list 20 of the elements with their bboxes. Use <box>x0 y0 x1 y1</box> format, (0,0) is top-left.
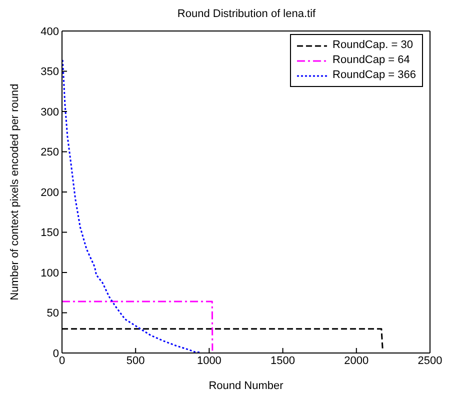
legend-label: RoundCap. = 30 <box>332 38 413 53</box>
chart-title: Round Distribution of lena.tif <box>176 8 317 22</box>
y-tick-label: 50 <box>46 308 59 320</box>
x-axis-title: Round Number <box>208 380 284 392</box>
x-tick-label: 2000 <box>344 354 369 367</box>
y-tick-label: 350 <box>40 66 59 78</box>
legend-label: RoundCap = 366 <box>332 68 416 83</box>
y-tick-label: 400 <box>40 26 59 38</box>
x-tick-label: 1000 <box>196 354 222 367</box>
y-tick-label: 150 <box>40 227 59 240</box>
x-tick-label: 2500 <box>418 354 442 367</box>
x-tick-label: 1500 <box>270 354 296 367</box>
y-tick-label: 250 <box>40 146 59 159</box>
y-tick-label: 300 <box>40 106 59 118</box>
y-tick-label: 200 <box>40 186 59 199</box>
y-axis-title: Number of context pixels encoded per round <box>8 84 21 300</box>
line-series <box>62 59 201 353</box>
legend-label: RoundCap = 64 <box>332 53 410 68</box>
y-tick-label: 100 <box>40 267 59 280</box>
x-tick-label: 500 <box>126 354 145 367</box>
